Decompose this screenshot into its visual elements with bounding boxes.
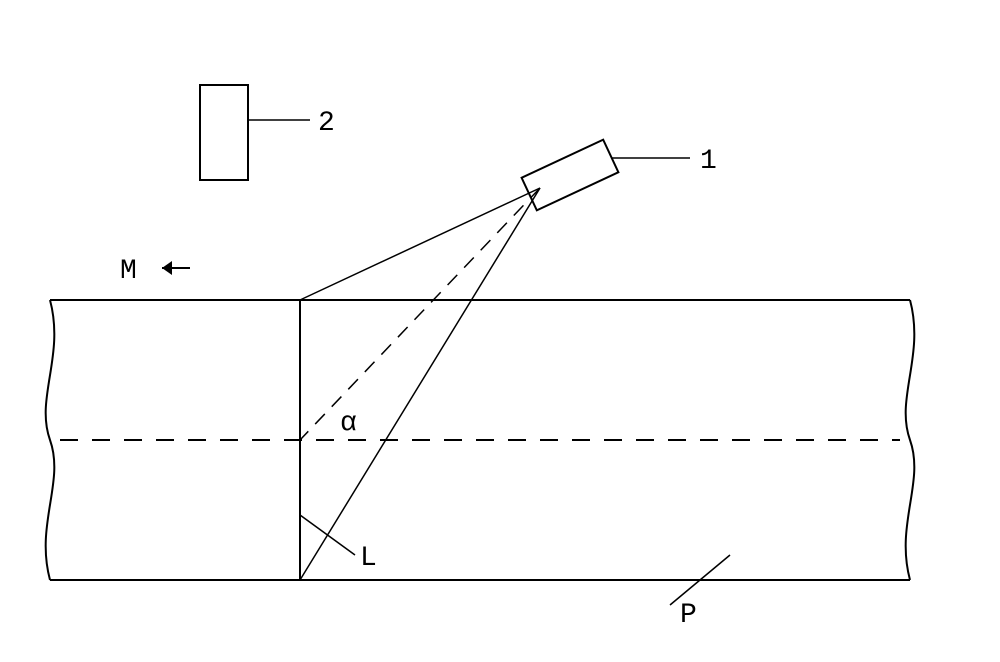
label-angle: α	[340, 408, 357, 439]
belt-break-left	[46, 300, 55, 580]
ray-mid-dashed	[300, 188, 540, 440]
label-direction: M	[120, 256, 137, 287]
camera	[522, 140, 619, 211]
detector	[200, 85, 248, 180]
direction-arrow-head	[162, 261, 172, 275]
label-belt: P	[680, 600, 697, 631]
label-detector: 2	[318, 108, 335, 139]
leader-scanline	[300, 515, 355, 555]
ray-bottom	[300, 188, 540, 580]
belt-break-right	[906, 300, 915, 580]
label-camera: 1	[700, 146, 717, 177]
ray-top	[300, 188, 540, 300]
label-scanline: L	[360, 543, 377, 574]
